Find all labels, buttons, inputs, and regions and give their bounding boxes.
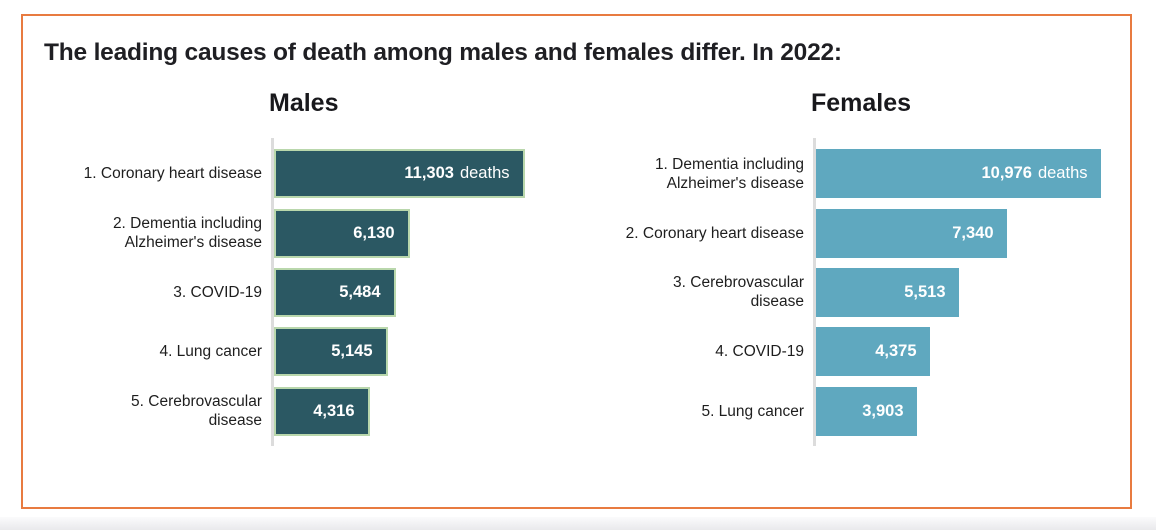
category-label: 2. Coronary heart disease (571, 224, 813, 243)
bar-value-label: 4,375 (875, 342, 917, 361)
bar-cell: 5,484 (271, 267, 571, 317)
value-bar: 5,513 (815, 267, 959, 317)
deaths-suffix: deaths (1037, 164, 1088, 183)
chart-title: The leading causes of death among males … (44, 39, 842, 66)
category-label-line: 4. Lung cancer (159, 343, 262, 361)
category-label: 3. COVID-19 (23, 283, 271, 302)
bar-cell: 3,903 (813, 386, 1130, 436)
category-label-line: 4. COVID-19 (715, 343, 804, 361)
bar-cell: 7,340 (813, 208, 1130, 258)
category-label: 5. Lung cancer (571, 402, 813, 421)
category-label-line: Alzheimer's disease (124, 234, 262, 252)
chart-row: 5. Lung cancer 3,903 (571, 382, 1130, 441)
bar-value-label: 5,145 (331, 342, 373, 361)
value-bar: 4,316 (273, 386, 370, 436)
bar-cell: 4,375 (813, 327, 1130, 377)
value-bar: 11,303 deaths (273, 149, 525, 199)
bar-cell: 5,513 (813, 267, 1130, 317)
category-label-line: 2. Coronary heart disease (625, 224, 804, 242)
category-label: 1. Dementia including Alzheimer's disease (571, 155, 813, 193)
bar-cell: 5,145 (271, 327, 571, 377)
bar-value-label: 3,903 (862, 401, 904, 420)
chart-row: 1. Coronary heart disease 11,303 deaths (23, 144, 571, 203)
chart-row: 2. Dementia including Alzheimer's disease… (23, 203, 571, 262)
category-label: 4. COVID-19 (571, 342, 813, 361)
category-label-line: 3. Cerebrovascular (673, 274, 804, 292)
males-header: Males (269, 89, 339, 117)
females-chart: 1. Dementia including Alzheimer's disease… (571, 138, 1130, 446)
category-label-line: 3. COVID-19 (173, 283, 262, 301)
chart-row: 2. Coronary heart disease 7,340 (571, 203, 1130, 262)
value-bar: 3,903 (815, 386, 917, 436)
bar-value-label: 5,513 (904, 282, 946, 301)
category-label: 1. Coronary heart disease (23, 164, 271, 183)
category-label-line: 1. Dementia including (654, 155, 804, 173)
page-bottom-edge (0, 517, 1156, 530)
chart-row: 3. Cerebrovascular disease 5,513 (571, 263, 1130, 322)
males-y-axis-line (271, 138, 274, 446)
females-header: Females (811, 89, 912, 117)
males-chart: 1. Coronary heart disease 11,303 deaths 2. … (23, 138, 571, 446)
value-bar: 7,340 (815, 208, 1007, 258)
bar-cell: 4,316 (271, 386, 571, 436)
females-panel: Females 1. Dementia including Alzheimer's… (571, 86, 1130, 446)
panels-container: Males 1. Coronary heart disease 11,303 dea… (23, 86, 1130, 446)
category-label-line: 5. Cerebrovascular (131, 393, 262, 411)
category-label-line: 5. Lung cancer (701, 402, 804, 420)
category-label: 5. Cerebrovascular disease (23, 392, 271, 430)
chart-row: 4. COVID-19 4,375 (571, 322, 1130, 381)
value-bar: 10,976 deaths (815, 149, 1101, 199)
category-label-line: 2. Dementia including (112, 215, 262, 233)
category-label-line: Alzheimer's disease (666, 174, 804, 192)
males-panel: Males 1. Coronary heart disease 11,303 dea… (23, 86, 571, 446)
bar-value-label: 7,340 (952, 223, 994, 242)
chart-row: 5. Cerebrovascular disease 4,316 (23, 382, 571, 441)
bar-value-label: 10,976 (981, 164, 1032, 183)
chart-row: 4. Lung cancer 5,145 (23, 322, 571, 381)
category-label: 4. Lung cancer (23, 342, 271, 361)
chart-row: 1. Dementia including Alzheimer's disease… (571, 144, 1130, 203)
value-bar: 5,145 (273, 327, 388, 377)
category-label-line: disease (208, 412, 262, 430)
bar-value-label: 6,130 (353, 223, 395, 242)
females-rows: 1. Dementia including Alzheimer's disease… (571, 144, 1130, 441)
value-bar: 5,484 (273, 267, 396, 317)
category-label-line: 1. Coronary heart disease (83, 165, 262, 183)
females-y-axis-line (813, 138, 816, 446)
chart-card: The leading causes of death among males … (21, 14, 1132, 509)
value-bar: 4,375 (815, 327, 930, 377)
males-rows: 1. Coronary heart disease 11,303 deaths 2. … (23, 144, 571, 441)
bar-cell: 11,303 deaths (271, 149, 571, 199)
category-label-line: disease (750, 293, 804, 311)
value-bar: 6,130 (273, 208, 410, 258)
chart-row: 3. COVID-19 5,484 (23, 263, 571, 322)
bar-value-label: 4,316 (313, 401, 355, 420)
bar-cell: 6,130 (271, 208, 571, 258)
bar-value-label: 5,484 (339, 282, 381, 301)
category-label: 2. Dementia including Alzheimer's disease (23, 214, 271, 252)
category-label: 3. Cerebrovascular disease (571, 273, 813, 311)
bar-value-label: 11,303 (404, 164, 454, 183)
bar-cell: 10,976 deaths (813, 149, 1130, 199)
deaths-suffix: deaths (459, 164, 510, 183)
